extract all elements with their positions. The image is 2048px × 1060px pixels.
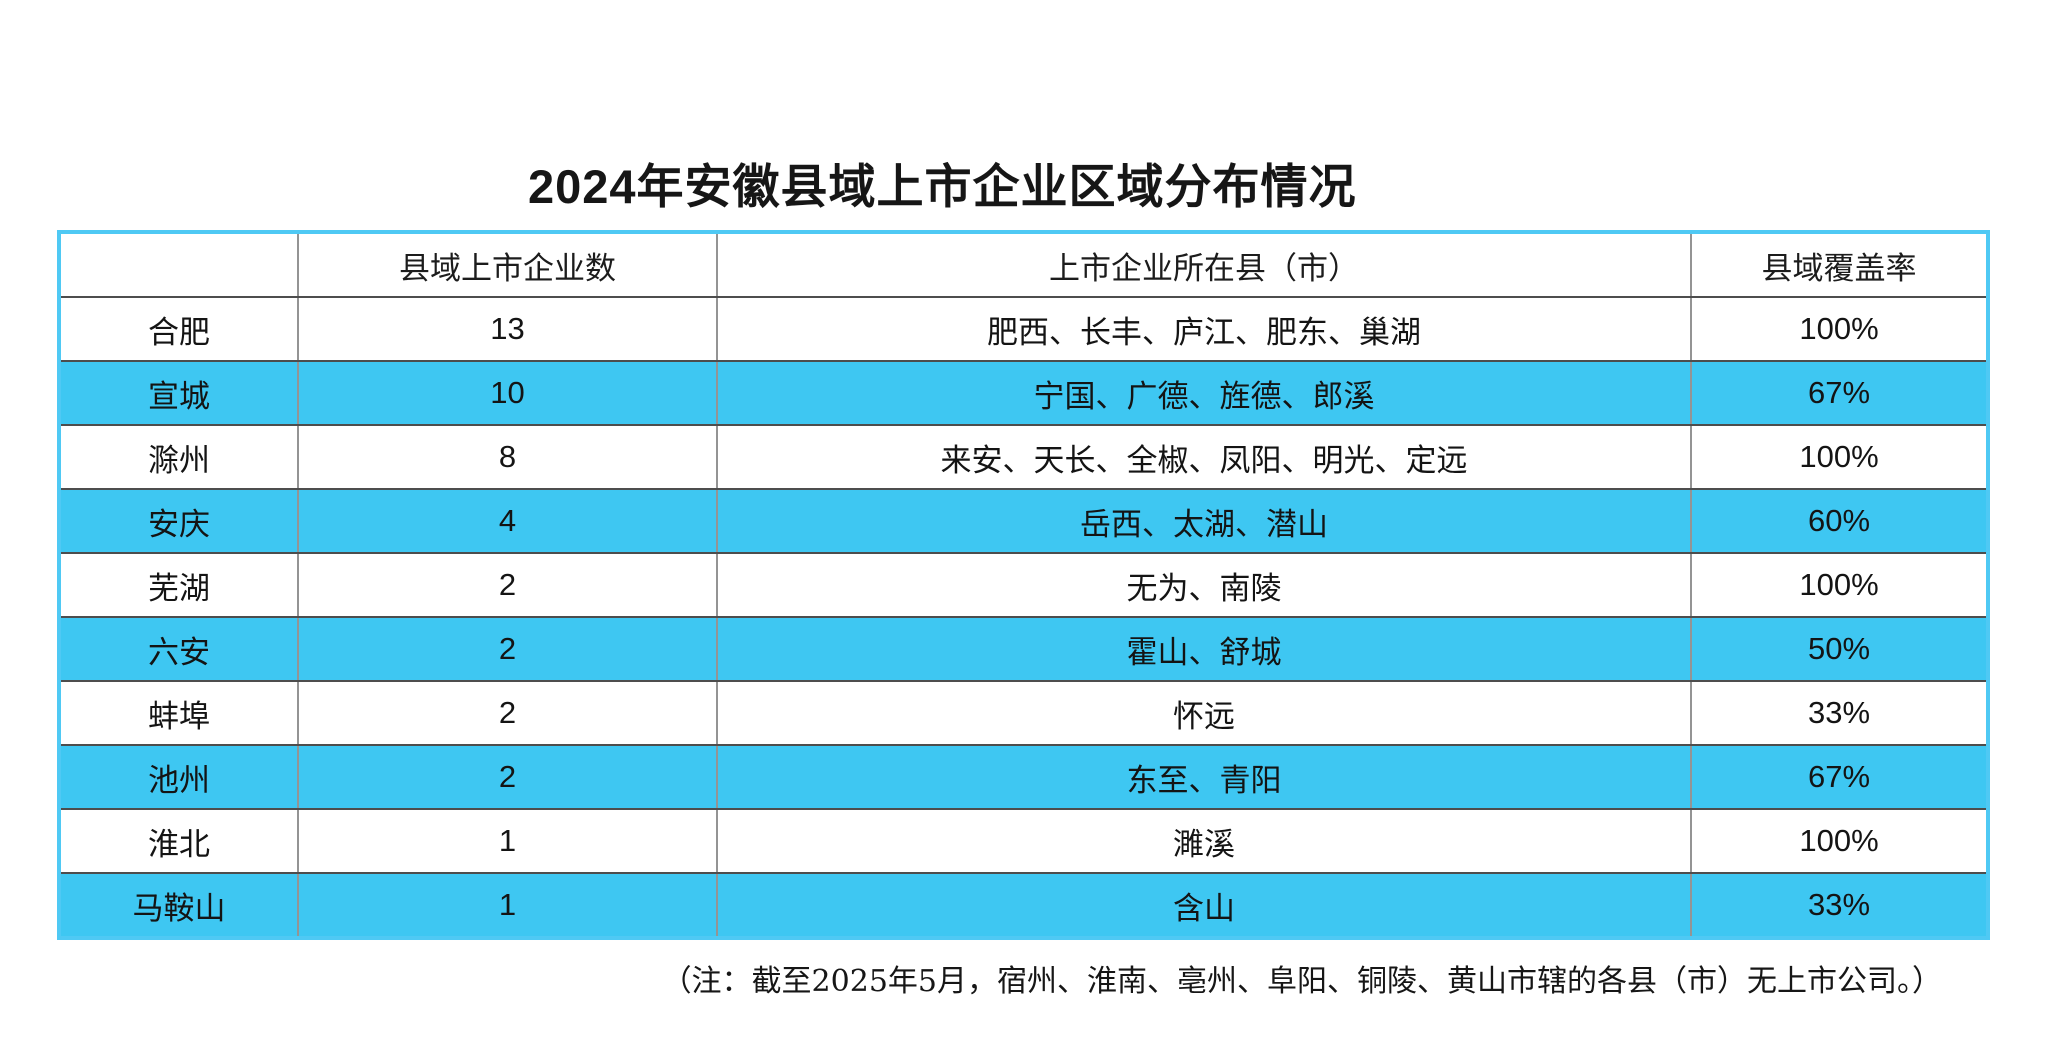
city-cell: 合肥 <box>61 296 299 362</box>
coverage-cell: 100% <box>1690 808 1986 874</box>
count-cell: 2 <box>297 680 718 746</box>
counties-cell: 岳西、太湖、潜山 <box>716 488 1692 554</box>
header-count: 县域上市企业数 <box>297 234 718 298</box>
counties-cell: 无为、南陵 <box>716 552 1692 618</box>
header-row: 县域上市企业数 上市企业所在县（市） 县域覆盖率 <box>61 234 1986 298</box>
count-cell: 2 <box>297 552 718 618</box>
coverage-cell: 100% <box>1690 552 1986 618</box>
coverage-cell: 100% <box>1690 296 1986 362</box>
city-cell: 马鞍山 <box>61 872 299 936</box>
count-cell: 4 <box>297 488 718 554</box>
counties-cell: 来安、天长、全椒、凤阳、明光、定远 <box>716 424 1692 490</box>
counties-cell: 濉溪 <box>716 808 1692 874</box>
table-row: 芜湖 2 无为、南陵 100% <box>61 552 1986 618</box>
footnote: （注：截至2025年5月，宿州、淮南、亳州、阜阳、铜陵、黄山市辖的各县（市）无上… <box>661 964 1942 999</box>
table-title: 2024年安徽县域上市企业区域分布情况 <box>528 160 1357 213</box>
count-cell: 13 <box>297 296 718 362</box>
city-cell: 宣城 <box>61 360 299 426</box>
table-row: 六安 2 霍山、舒城 50% <box>61 616 1986 682</box>
city-cell: 六安 <box>61 616 299 682</box>
count-cell: 1 <box>297 872 718 936</box>
table-row: 蚌埠 2 怀远 33% <box>61 680 1986 746</box>
city-cell: 滁州 <box>61 424 299 490</box>
counties-cell: 怀远 <box>716 680 1692 746</box>
table-row: 淮北 1 濉溪 100% <box>61 808 1986 874</box>
counties-cell: 东至、青阳 <box>716 744 1692 810</box>
table-header: 县域上市企业数 上市企业所在县（市） 县域覆盖率 <box>61 234 1986 298</box>
count-cell: 8 <box>297 424 718 490</box>
city-cell: 池州 <box>61 744 299 810</box>
table-row: 马鞍山 1 含山 33% <box>61 872 1986 936</box>
table-frame: 县域上市企业数 上市企业所在县（市） 县域覆盖率 合肥 13 肥西、长丰、庐江、… <box>57 230 1990 940</box>
table-row: 滁州 8 来安、天长、全椒、凤阳、明光、定远 100% <box>61 424 1986 490</box>
table-row: 合肥 13 肥西、长丰、庐江、肥东、巢湖 100% <box>61 296 1986 362</box>
count-cell: 1 <box>297 808 718 874</box>
coverage-cell: 33% <box>1690 680 1986 746</box>
counties-cell: 宁国、广德、旌德、郎溪 <box>716 360 1692 426</box>
table-row: 池州 2 东至、青阳 67% <box>61 744 1986 810</box>
distribution-table: 县域上市企业数 上市企业所在县（市） 县域覆盖率 合肥 13 肥西、长丰、庐江、… <box>61 234 1986 936</box>
counties-cell: 肥西、长丰、庐江、肥东、巢湖 <box>716 296 1692 362</box>
city-cell: 芜湖 <box>61 552 299 618</box>
coverage-cell: 67% <box>1690 744 1986 810</box>
coverage-cell: 67% <box>1690 360 1986 426</box>
header-city-blank <box>61 234 299 298</box>
coverage-cell: 50% <box>1690 616 1986 682</box>
coverage-cell: 100% <box>1690 424 1986 490</box>
city-cell: 淮北 <box>61 808 299 874</box>
header-counties: 上市企业所在县（市） <box>716 234 1692 298</box>
table-row: 宣城 10 宁国、广德、旌德、郎溪 67% <box>61 360 1986 426</box>
city-cell: 蚌埠 <box>61 680 299 746</box>
city-cell: 安庆 <box>61 488 299 554</box>
count-cell: 2 <box>297 616 718 682</box>
coverage-cell: 60% <box>1690 488 1986 554</box>
coverage-cell: 33% <box>1690 872 1986 936</box>
table-body: 合肥 13 肥西、长丰、庐江、肥东、巢湖 100% 宣城 10 宁国、广德、旌德… <box>61 296 1986 936</box>
counties-cell: 含山 <box>716 872 1692 936</box>
table-row: 安庆 4 岳西、太湖、潜山 60% <box>61 488 1986 554</box>
count-cell: 10 <box>297 360 718 426</box>
count-cell: 2 <box>297 744 718 810</box>
counties-cell: 霍山、舒城 <box>716 616 1692 682</box>
header-coverage: 县域覆盖率 <box>1690 234 1986 298</box>
